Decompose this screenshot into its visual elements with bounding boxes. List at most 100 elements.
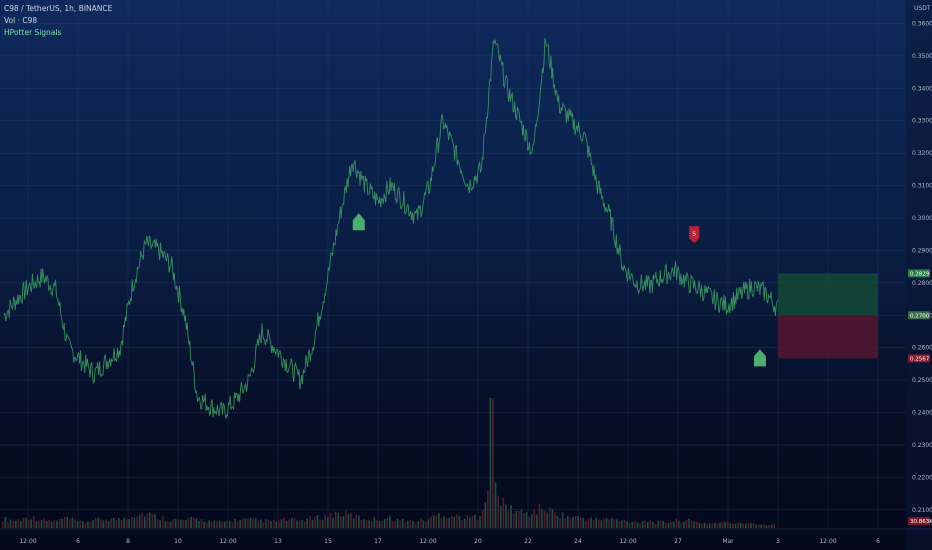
volume-bar <box>623 520 626 528</box>
volume-bar <box>290 517 293 528</box>
volume-bar <box>373 517 376 528</box>
volume-bar <box>146 513 149 528</box>
volume-bar <box>463 518 466 528</box>
price-tag-box <box>908 517 930 526</box>
volume-bar <box>587 518 590 528</box>
volume-indicator-label[interactable]: Vol · C98 <box>4 16 38 25</box>
volume-bar <box>38 520 40 528</box>
volume-bar <box>22 517 25 528</box>
volume-bar <box>123 517 125 528</box>
volume-bar <box>471 516 474 528</box>
volume-bar <box>347 514 350 528</box>
volume-bar <box>172 519 174 528</box>
price-axis-tick-label: 0.3200 <box>912 150 932 157</box>
volume-bar <box>12 520 14 528</box>
volume-bar <box>136 517 138 528</box>
volume-bar <box>716 523 719 528</box>
signal-markers[interactable]: S <box>352 213 766 367</box>
volume-bar <box>128 519 131 528</box>
volume-bar <box>585 520 587 528</box>
volume-bar <box>518 510 520 528</box>
volume-bar <box>533 509 536 528</box>
volume-bar <box>254 518 257 528</box>
price-axis-tick-label: 0.2900 <box>912 247 932 254</box>
volume-bar <box>319 519 321 528</box>
buy-signal-marker[interactable] <box>753 349 766 367</box>
volume-bar <box>605 517 608 528</box>
signals-indicator-label[interactable]: HPotter Signals <box>4 28 62 37</box>
volume-bar <box>298 520 301 528</box>
volume-bar <box>32 516 35 528</box>
volume-bar <box>525 512 528 528</box>
volume-bar <box>280 519 283 528</box>
volume-bar <box>352 518 355 528</box>
volume-bar <box>17 519 20 528</box>
volume-bar <box>161 516 164 528</box>
volume-bar <box>546 512 548 528</box>
time-axis[interactable]: 12:00 6 8 10 12:00 13 15 17 12:00 20 22 24 12:00 27 Ma… <box>0 528 932 545</box>
price-axis-tick-label: 0.2200 <box>912 474 932 481</box>
volume-bar <box>497 495 499 528</box>
buy-signal-marker[interactable] <box>352 213 365 231</box>
time-axis-tick-label: 12:00 <box>219 538 236 545</box>
volume-bar <box>414 522 417 528</box>
volume-bar <box>138 514 141 528</box>
volume-bar <box>381 521 383 528</box>
volume-bar <box>618 520 621 528</box>
volume-bar <box>703 522 706 528</box>
volume-bar <box>528 516 530 528</box>
volume-bar <box>231 522 234 528</box>
volume-bar <box>301 519 303 528</box>
volume-bar <box>288 519 290 528</box>
volume-bar <box>417 521 419 528</box>
price-line <box>3 37 779 419</box>
price-tag-box <box>908 354 930 363</box>
volume-bar <box>714 522 716 528</box>
chart-legend: C98 / TetherUS, 1h, BINANCE Vol · C98 HP… <box>4 3 112 39</box>
volume-bar <box>489 398 492 528</box>
volume-bar <box>690 520 693 528</box>
volume-bar <box>260 519 262 528</box>
volume-bar <box>257 520 260 528</box>
volume-bar <box>311 519 314 528</box>
volume-bar <box>118 518 120 528</box>
volume-bar <box>595 517 597 528</box>
volume-bar <box>174 518 177 528</box>
volume-bar <box>133 518 136 528</box>
volume-bar <box>368 520 370 528</box>
price-tag-label: 30.863K <box>910 519 932 525</box>
volume-bar <box>659 520 662 528</box>
time-axis-tick-label: 12:00 <box>619 538 636 545</box>
volume-bar <box>244 518 247 528</box>
volume-bar <box>685 520 688 528</box>
volume-bar <box>252 518 254 528</box>
volume-bar <box>40 519 43 528</box>
volume-bar <box>131 517 133 528</box>
volume-bar <box>285 521 288 528</box>
time-axis-tick-label: 20 <box>474 538 482 545</box>
volume-bar <box>541 508 543 528</box>
price-tag-box <box>908 269 930 278</box>
volume-bar <box>105 519 107 528</box>
symbol-title[interactable]: C98 / TetherUS, 1h, BINANCE <box>4 4 113 13</box>
volume-bar <box>708 523 711 528</box>
volume-bar <box>391 521 394 528</box>
volume-bar <box>192 517 195 528</box>
volume-bar <box>314 516 316 528</box>
volume-bar <box>636 522 639 528</box>
sell-signal-marker[interactable] <box>689 226 700 244</box>
volume-bar <box>597 519 600 528</box>
volume-bar <box>654 523 657 528</box>
volume-bar <box>241 518 244 528</box>
volume-bar <box>600 520 603 528</box>
volume-bar <box>561 512 564 528</box>
time-axis-tick-label: 6 <box>876 538 880 545</box>
volume-bar <box>543 510 546 528</box>
volume-bar <box>649 520 652 528</box>
volume-bar <box>492 398 494 528</box>
volume-bar <box>203 521 205 528</box>
volume-bar <box>626 521 628 528</box>
volume-bar <box>551 508 554 528</box>
volume-bar <box>476 520 479 528</box>
